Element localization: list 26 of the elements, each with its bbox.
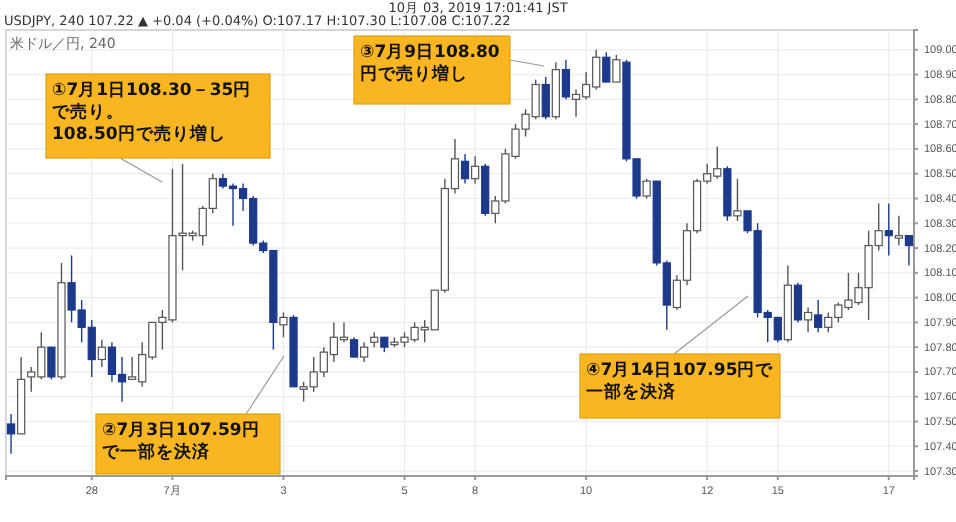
- candlestick: [471, 155, 480, 185]
- candlestick: [602, 51, 611, 83]
- candlestick: [279, 311, 288, 338]
- candlestick: [551, 61, 560, 120]
- candlestick: [733, 177, 742, 222]
- candlestick: [47, 346, 56, 381]
- candlestick: [481, 163, 490, 217]
- candlestick: [561, 59, 571, 101]
- candlestick: [541, 76, 550, 120]
- annotation: ②7月3日107.59円で一部を決済: [102, 419, 260, 463]
- candlestick: [894, 215, 903, 247]
- candlestick: [814, 299, 823, 333]
- annotation: ③7月9日108.80円で売り増し: [360, 41, 500, 85]
- candlestick: [612, 54, 621, 83]
- candlestick: [884, 202, 893, 257]
- candlestick: [803, 306, 813, 333]
- candlestick: [723, 165, 732, 222]
- candlestick: [360, 341, 369, 363]
- annotation: ①7月1日108.30－35円で売り。108.50円で売り増し: [52, 79, 252, 145]
- candlestick: [97, 339, 106, 368]
- candlestick: [6, 413, 16, 455]
- candlestick: [793, 282, 803, 324]
- candlestick: [642, 177, 651, 200]
- candlestick: [460, 153, 470, 185]
- annotation: ④7月14日107.95円で一部を決済: [586, 359, 776, 403]
- candlestick: [349, 336, 359, 358]
